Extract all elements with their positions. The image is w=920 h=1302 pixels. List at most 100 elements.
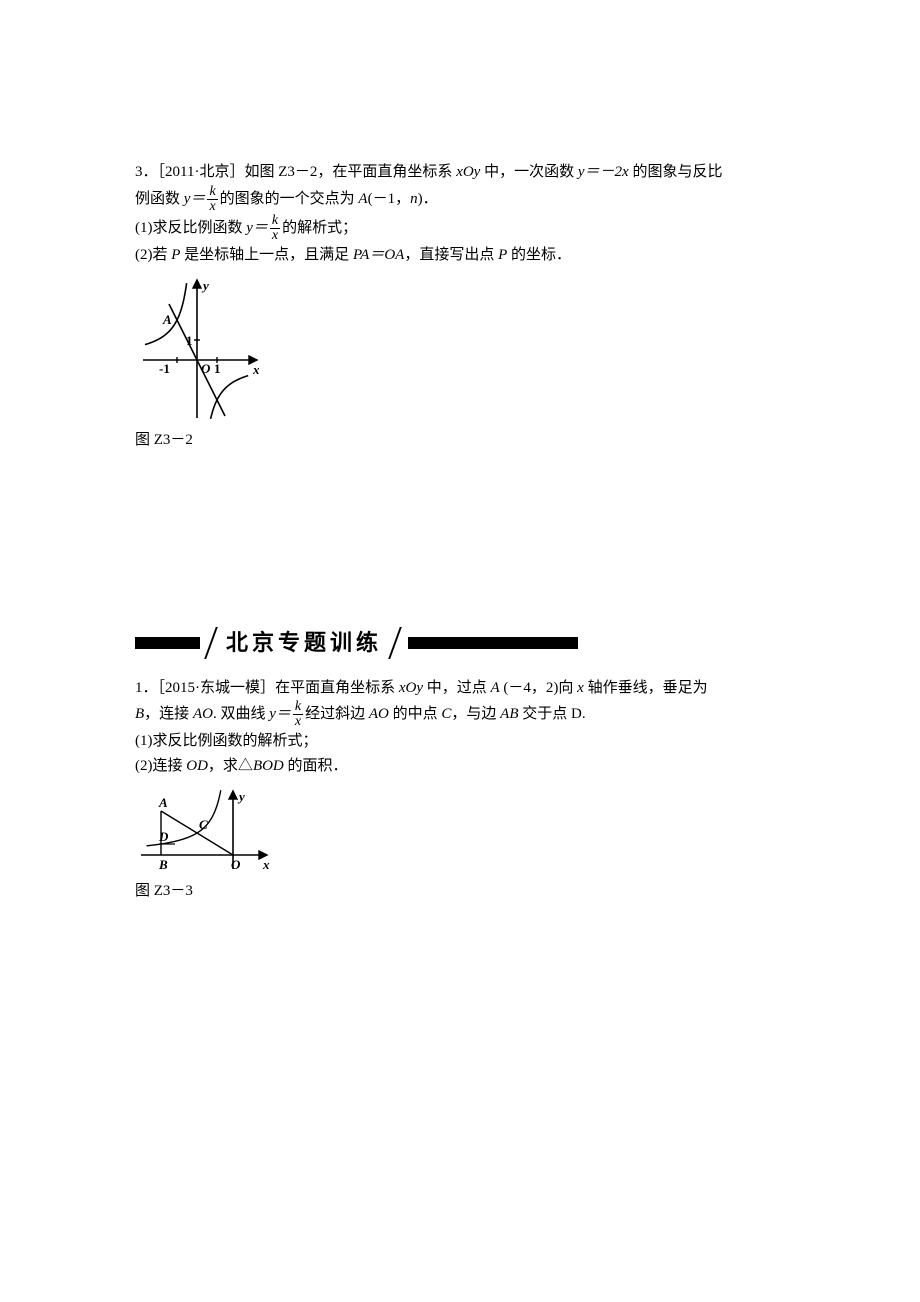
- p3-ref-year: 2011: [165, 164, 194, 180]
- p3-line1: 3．［2011·北京］如图 Z3－2，在平面直角坐标系 xOy 中，一次函数 y…: [135, 160, 785, 185]
- p1-BOD: BOD: [253, 758, 284, 774]
- p1-ref-open: ［: [158, 680, 166, 696]
- p3-q2b: 是坐标轴上一点，且满足: [180, 247, 353, 263]
- p3-t1b: 中，一次函数: [480, 164, 578, 180]
- p1-yeq: y＝: [269, 706, 291, 722]
- p1-AO2: AO: [369, 706, 389, 722]
- p3-q1: (1)求反比例函数 y＝kx的解析式；: [135, 214, 785, 243]
- svg-text:A: A: [158, 795, 168, 810]
- section-bar-left: [135, 637, 200, 649]
- p3-t1a: 如图 Z3－2，在平面直角坐标系: [245, 164, 457, 180]
- frac-den: x: [293, 715, 303, 729]
- p3-frac1: kx: [207, 185, 217, 214]
- p1-t2d: 经过斜边: [305, 706, 369, 722]
- caption-z3-2: 图 Z3－2: [135, 428, 785, 453]
- p1-ref-close: ］: [260, 680, 275, 696]
- p3-ref-close: ］: [230, 164, 245, 180]
- figure-z3-3-svg: y x O A B C D: [135, 785, 275, 875]
- p1-t2c: . 双曲线: [213, 706, 269, 722]
- p1-frac: kx: [293, 700, 303, 729]
- p3-t2a: 例函数: [135, 191, 184, 207]
- p1-line1: 1．［2015·东城一模］在平面直角坐标系 xOy 中，过点 A (－4，2)向…: [135, 676, 785, 701]
- p1-t1c: 轴作垂线，垂足为: [584, 680, 708, 696]
- p1-AO: AO: [193, 706, 213, 722]
- svg-text:x: x: [252, 362, 260, 377]
- problem-1: 1．［2015·东城一模］在平面直角坐标系 xOy 中，过点 A (－4，2)向…: [135, 676, 785, 904]
- p3-q1b: y＝: [246, 220, 268, 236]
- p3-number: 3．: [135, 164, 158, 180]
- section-slash-left: [200, 629, 222, 657]
- svg-text:A: A: [162, 312, 172, 327]
- p3-q1a: (1)求反比例函数: [135, 220, 246, 236]
- p1-x: x: [577, 680, 584, 696]
- figure-z3-2-svg: yxO-111A: [135, 274, 265, 424]
- svg-text:B: B: [158, 857, 168, 872]
- svg-text:C: C: [199, 817, 208, 832]
- p1-line2: B，连接 AO. 双曲线 y＝kx经过斜边 AO 的中点 C，与边 AB 交于点…: [135, 700, 785, 729]
- p1-Acoords: (－4，2)向: [500, 680, 578, 696]
- svg-text:1: 1: [214, 361, 221, 376]
- p3-P2: P: [498, 247, 507, 263]
- p1-q2b: ，求△: [208, 758, 253, 774]
- p3-n: n: [410, 191, 418, 207]
- p1-t2b: ，连接: [144, 706, 193, 722]
- p3-xoy: xOy: [456, 164, 480, 180]
- p3-PAeq: PA＝OA: [353, 247, 404, 263]
- section-header: 北京专题训练: [135, 625, 785, 661]
- frac-num: k: [270, 214, 280, 229]
- p1-AB: AB: [500, 706, 518, 722]
- p3-A-close: )．: [418, 191, 438, 207]
- p3-q2d: 的坐标．: [507, 247, 571, 263]
- p1-number: 1．: [135, 680, 158, 696]
- svg-text:y: y: [237, 789, 245, 804]
- section-title: 北京专题训练: [226, 625, 382, 661]
- p1-OD: OD: [186, 758, 208, 774]
- p1-ref-year: 2015: [165, 680, 195, 696]
- svg-text:y: y: [201, 278, 209, 293]
- p1-t2g: 交于点 D.: [518, 706, 585, 722]
- p1-B: B: [135, 706, 144, 722]
- p3-q2c: ，直接写出点: [404, 247, 498, 263]
- p3-ref-city: 北京: [199, 164, 229, 180]
- p1-C: C: [441, 706, 451, 722]
- p3-yeq: y＝－2x: [578, 164, 629, 180]
- p1-t2f: ，与边: [451, 706, 500, 722]
- p3-q1c: 的解析式；: [282, 220, 357, 236]
- caption-z3-3: 图 Z3－3: [135, 879, 785, 904]
- p3-line2: 例函数 y＝kx的图象的一个交点为 A(－1，n)．: [135, 185, 785, 214]
- p3-yeq2a: y＝: [184, 191, 206, 207]
- section-bar-right: [408, 637, 578, 649]
- p1-A: A: [491, 680, 500, 696]
- p1-q2c: 的面积．: [284, 758, 348, 774]
- p1-ref-place: 东城一模: [200, 680, 260, 696]
- p1-q2a: (2)连接: [135, 758, 186, 774]
- p3-q2: (2)若 P 是坐标轴上一点，且满足 PA＝OA，直接写出点 P 的坐标．: [135, 243, 785, 268]
- p3-t1c: 的图象与反比: [629, 164, 723, 180]
- svg-text:-1: -1: [159, 361, 170, 376]
- p1-q2: (2)连接 OD，求△BOD 的面积．: [135, 754, 785, 779]
- svg-text:O: O: [231, 857, 241, 872]
- figure-z3-3: y x O A B C D: [135, 785, 785, 875]
- section-slash-right: [386, 629, 408, 657]
- p1-t2e: 的中点: [389, 706, 442, 722]
- p3-t2b: 的图象的一个交点为: [220, 191, 359, 207]
- p3-A: A: [358, 191, 367, 207]
- p1-q1: (1)求反比例函数的解析式；: [135, 729, 785, 754]
- p1-xoy: xOy: [399, 680, 423, 696]
- svg-text:O: O: [201, 361, 211, 376]
- spacer: [135, 480, 785, 625]
- frac-den: x: [270, 229, 280, 243]
- p1-t1b: 中，过点: [423, 680, 491, 696]
- frac-num: k: [207, 185, 217, 200]
- frac-num: k: [293, 700, 303, 715]
- p3-q2a: (2)若: [135, 247, 171, 263]
- svg-text:1: 1: [186, 333, 193, 348]
- svg-text:x: x: [262, 857, 270, 872]
- p3-A-coords: (－1，: [368, 191, 411, 207]
- p3-ref-open: ［: [158, 164, 166, 180]
- svg-text:D: D: [158, 829, 169, 844]
- problem-3: 3．［2011·北京］如图 Z3－2，在平面直角坐标系 xOy 中，一次函数 y…: [135, 160, 785, 452]
- figure-z3-2: yxO-111A: [135, 274, 785, 424]
- frac-den: x: [207, 200, 217, 214]
- p3-frac2: kx: [270, 214, 280, 243]
